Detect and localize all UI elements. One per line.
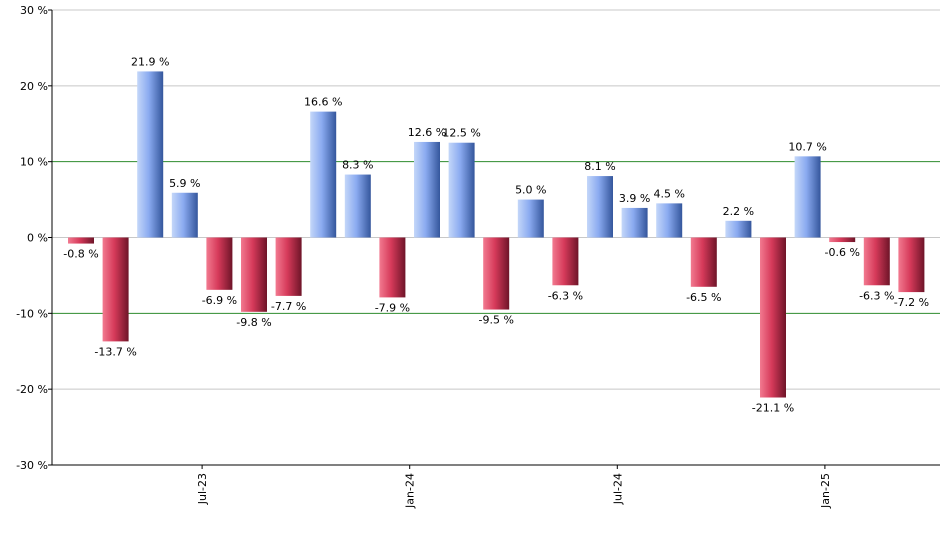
y-tick-label: -20 % [16, 383, 48, 396]
x-tick-label: Jul-23 [196, 473, 209, 505]
bar [448, 142, 475, 238]
bar [725, 220, 752, 238]
x-tick-label: Jul-24 [611, 473, 624, 505]
data-label: -7.7 % [271, 300, 306, 313]
data-label: -0.8 % [63, 248, 98, 261]
data-label: 4.5 % [653, 187, 684, 200]
data-label: 10.7 % [788, 140, 826, 153]
y-tick-label: 20 % [20, 80, 48, 93]
data-label: 8.1 % [584, 160, 615, 173]
data-label: -6.3 % [548, 289, 583, 302]
axis-layer: -30 % -20 % -10 % 0 % 10 % 20 % 30 % Jul-23 Jan-… [16, 4, 940, 509]
bar [275, 237, 302, 296]
data-label: 8.3 % [342, 159, 373, 172]
bar [310, 111, 337, 238]
y-tick-label: -10 % [16, 307, 48, 320]
y-tick-label: 30 % [20, 4, 48, 17]
bar [483, 237, 510, 310]
bar [171, 192, 198, 238]
bar-layer [68, 71, 925, 398]
data-label: -6.9 % [202, 294, 237, 307]
data-label: -7.2 % [894, 296, 929, 309]
bar [794, 156, 821, 238]
bar [344, 174, 371, 238]
y-tick-label: 10 % [20, 156, 48, 169]
data-label: 2.2 % [723, 205, 754, 218]
data-label: -13.7 % [94, 345, 136, 358]
data-label: -6.5 % [686, 291, 721, 304]
bar [587, 176, 613, 238]
data-label: -6.3 % [859, 289, 894, 302]
data-label: 21.9 % [131, 55, 169, 68]
grid-layer [52, 9, 940, 466]
data-label: -7.9 % [375, 301, 410, 314]
data-label: 5.9 % [169, 177, 200, 190]
y-tick-label: -30 % [16, 459, 48, 472]
y-tick-label: 0 % [27, 232, 48, 245]
data-label: 12.6 % [408, 126, 446, 139]
bar [829, 237, 856, 243]
data-label: 12.5 % [442, 127, 480, 140]
bar [690, 237, 717, 287]
data-label: -21.1 % [752, 402, 794, 415]
bar [102, 237, 129, 342]
bar [898, 237, 925, 293]
bar [552, 237, 579, 286]
bar [517, 199, 544, 238]
bar [621, 207, 648, 238]
bar [863, 237, 890, 286]
bar [241, 237, 267, 312]
bar [656, 203, 683, 238]
data-label: -0.6 % [824, 246, 859, 259]
label-layer: -0.8 % -13.7 % 21.9 % 5.9 % -6.9 % -9.8 %-7.7… [63, 55, 929, 414]
data-label: -9.8 % [236, 316, 271, 329]
x-tick-label: Jan-25 [819, 473, 832, 509]
x-tick-label: Jan-24 [404, 473, 417, 509]
data-label: -9.5 % [478, 314, 513, 327]
bar [414, 141, 440, 238]
data-label: 16.6 % [304, 96, 342, 109]
data-label: 5.0 % [515, 184, 546, 197]
bar [379, 237, 406, 298]
bar [137, 71, 164, 238]
bar [206, 237, 233, 290]
bar [68, 237, 94, 244]
data-label: 3.9 % [619, 192, 650, 205]
bar [760, 237, 786, 398]
